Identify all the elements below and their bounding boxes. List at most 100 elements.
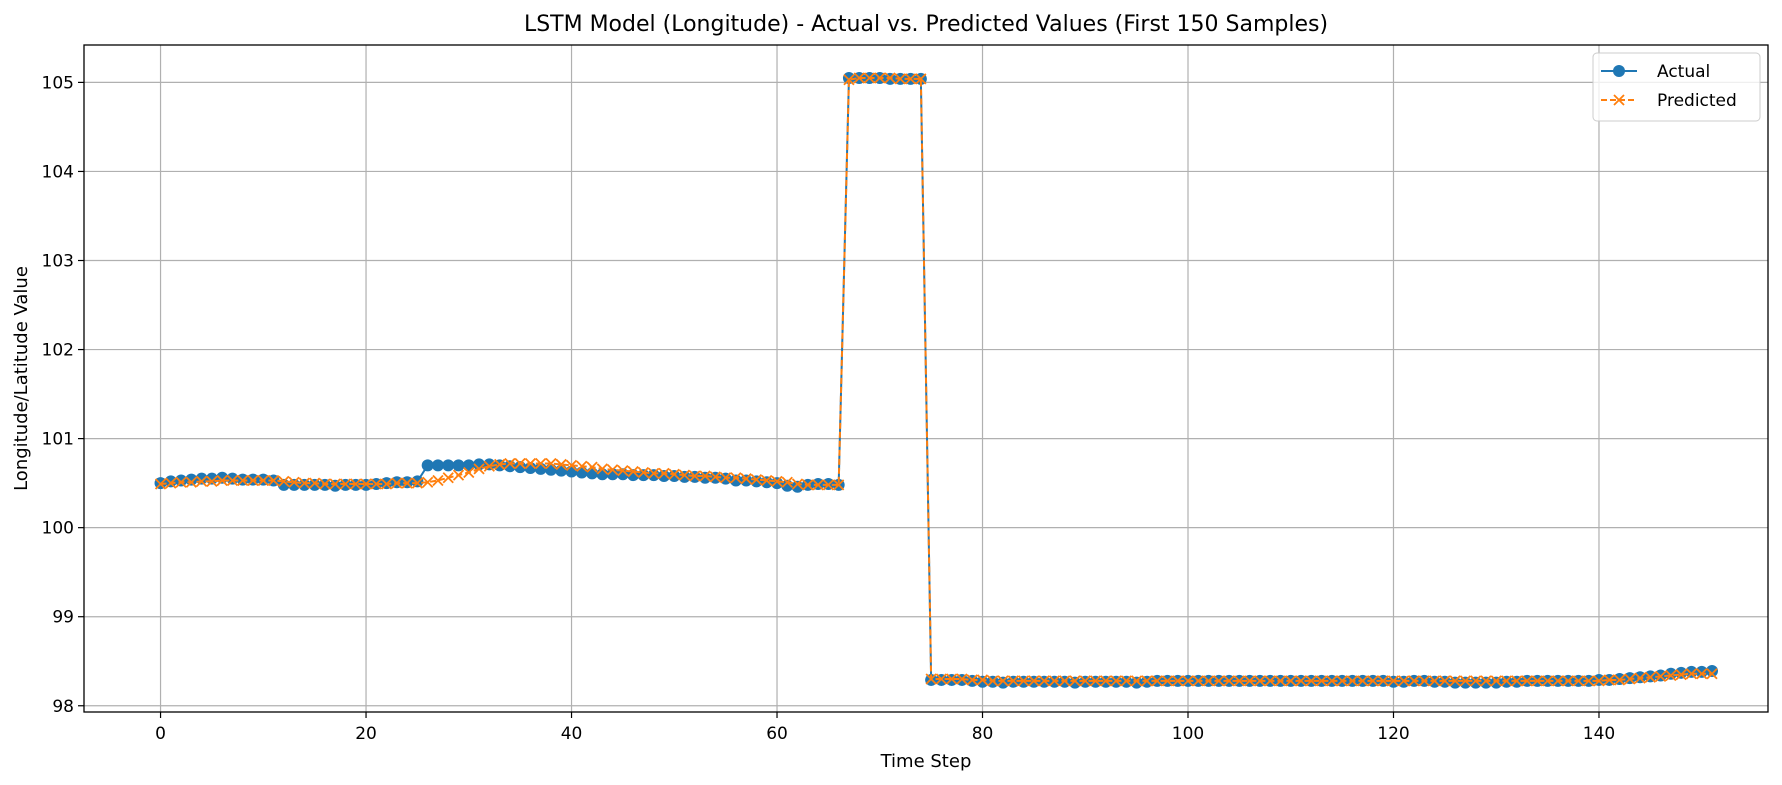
- data-point-predicted: [1161, 675, 1174, 687]
- data-point-predicted: [894, 73, 906, 85]
- data-point-predicted: [1644, 671, 1656, 683]
- data-point-predicted: [1285, 675, 1297, 687]
- data-point-predicted: [771, 475, 783, 487]
- data-point-predicted: [576, 460, 588, 472]
- data-point-predicted: [1654, 670, 1667, 683]
- data-point-predicted: [761, 474, 773, 487]
- data-point-actual: [195, 472, 208, 485]
- data-point-actual: [164, 475, 177, 488]
- data-point-predicted: [1408, 675, 1420, 687]
- data-point-predicted: [237, 474, 249, 487]
- data-point-predicted: [350, 478, 362, 490]
- data-point-predicted: [1552, 675, 1564, 687]
- data-point-predicted: [1244, 675, 1256, 687]
- data-point-actual: [411, 475, 424, 488]
- data-point-predicted: [1254, 675, 1266, 687]
- data-point-predicted: [699, 470, 711, 482]
- data-point-actual: [1068, 676, 1081, 689]
- data-point-predicted: [976, 674, 989, 686]
- data-point-actual: [298, 478, 311, 491]
- data-point-actual: [544, 463, 557, 476]
- data-point-predicted: [175, 476, 187, 488]
- data-point-predicted: [987, 675, 999, 687]
- data-point-predicted: [1223, 675, 1235, 687]
- data-point-actual: [1130, 676, 1143, 689]
- data-point-actual: [575, 466, 588, 479]
- data-point-predicted: [1387, 675, 1400, 687]
- data-point-actual: [473, 458, 486, 471]
- data-point-predicted: [1583, 675, 1595, 687]
- data-point-predicted: [411, 477, 424, 489]
- data-point-predicted: [319, 478, 331, 490]
- data-point-predicted: [833, 479, 845, 491]
- y-axis-title: Longitude/Latitude Value: [11, 266, 32, 491]
- data-point-actual: [771, 477, 784, 490]
- data-point-predicted: [1182, 675, 1194, 687]
- data-point-predicted: [1326, 675, 1338, 687]
- data-point-actual: [288, 478, 301, 491]
- data-point-actual: [791, 480, 804, 493]
- data-point-predicted: [946, 673, 958, 685]
- data-point-predicted: [370, 478, 382, 490]
- data-point-actual: [740, 474, 753, 487]
- data-point-predicted: [1130, 675, 1143, 687]
- data-point-predicted: [452, 469, 465, 481]
- data-point-predicted: [206, 475, 218, 487]
- x-axis-title: Time Step: [880, 751, 972, 772]
- data-point-predicted: [853, 72, 865, 84]
- data-point-predicted: [750, 473, 763, 486]
- data-point-actual: [586, 467, 599, 480]
- data-point-predicted: [1069, 675, 1081, 687]
- data-point-predicted: [154, 478, 167, 490]
- data-point-predicted: [1521, 675, 1533, 687]
- data-point-predicted: [1274, 675, 1287, 687]
- chart-title: LSTM Model (Longitude) - Actual vs. Pred…: [524, 12, 1328, 37]
- data-point-predicted: [1079, 675, 1091, 687]
- data-point-predicted: [668, 468, 680, 480]
- data-point-predicted: [720, 472, 732, 484]
- data-point-predicted: [1305, 675, 1317, 687]
- data-point-predicted: [1593, 675, 1605, 687]
- data-point-predicted: [298, 477, 311, 489]
- data-point-actual: [637, 469, 650, 482]
- data-point-predicted: [904, 73, 917, 85]
- x-tick-label: 40: [561, 724, 583, 744]
- data-point-predicted: [545, 457, 557, 470]
- data-point-predicted: [483, 460, 495, 472]
- data-point-actual: [431, 459, 444, 472]
- legend-actual-label: Actual: [1657, 62, 1710, 82]
- data-point-predicted: [309, 477, 321, 489]
- data-point-predicted: [1490, 675, 1502, 687]
- data-point-predicted: [1172, 675, 1184, 687]
- data-point-predicted: [1398, 675, 1410, 687]
- data-point-predicted: [473, 463, 485, 475]
- data-point-predicted: [1531, 675, 1543, 687]
- legend: Actual Predicted: [1592, 52, 1761, 122]
- data-point-predicted: [196, 475, 208, 487]
- data-point-predicted: [730, 472, 742, 484]
- data-point-predicted: [1603, 674, 1615, 686]
- data-point-predicted: [1315, 675, 1328, 687]
- data-point-actual: [462, 459, 475, 472]
- data-point-actual: [452, 459, 465, 472]
- data-point-predicted: [1089, 675, 1102, 687]
- data-point-predicted: [514, 457, 526, 470]
- data-point-predicted: [226, 474, 239, 487]
- data-point-actual: [329, 479, 342, 492]
- data-point-predicted: [1120, 675, 1132, 687]
- data-point-predicted: [637, 466, 650, 479]
- data-point-predicted: [504, 457, 516, 470]
- data-point-predicted: [606, 464, 619, 476]
- series-predicted-line: [160, 76, 1712, 682]
- data-point-predicted: [257, 474, 269, 487]
- y-tick-label: 104: [42, 162, 74, 182]
- x-tick-label: 100: [1172, 724, 1204, 744]
- data-point-predicted: [165, 477, 177, 489]
- y-tick-label: 101: [42, 430, 74, 450]
- data-point-predicted: [329, 478, 341, 490]
- data-point-predicted: [915, 73, 927, 85]
- data-point-actual: [976, 675, 989, 688]
- data-point-predicted: [709, 471, 722, 483]
- data-point-actual: [1490, 676, 1503, 689]
